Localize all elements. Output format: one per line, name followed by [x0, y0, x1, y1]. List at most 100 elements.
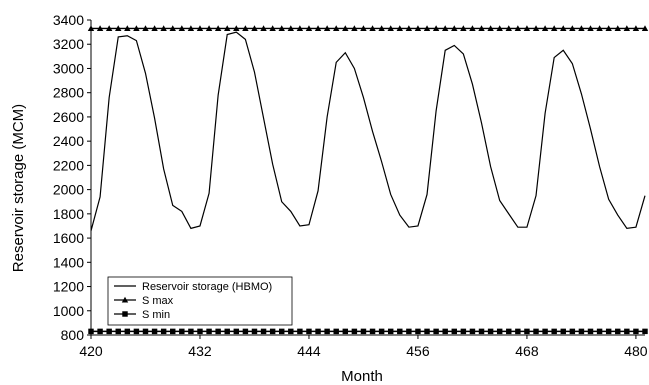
data-point	[387, 25, 394, 32]
data-point	[478, 328, 485, 335]
data-point	[560, 328, 566, 335]
data-point	[533, 328, 539, 335]
data-point	[550, 25, 558, 32]
data-point	[515, 328, 521, 335]
data-point	[269, 25, 276, 32]
legend-item: Reservoir storage (HBMO)	[114, 281, 272, 293]
data-point	[242, 328, 249, 335]
axes: 800 1000 1200 1400 1600 1800 2000 2200 2400 2600 2…	[53, 12, 648, 359]
data-point	[214, 25, 222, 32]
data-point	[233, 25, 240, 32]
data-point	[124, 25, 131, 32]
data-point	[633, 328, 639, 335]
data-point	[323, 25, 331, 32]
data-point	[451, 328, 457, 335]
data-point	[496, 25, 503, 32]
data-point	[387, 328, 394, 335]
data-point	[224, 25, 231, 32]
data-point	[432, 25, 440, 32]
data-point	[196, 25, 204, 32]
data-point	[342, 328, 349, 335]
series-storage	[90, 31, 646, 231]
data-point	[460, 328, 467, 335]
data-point	[324, 328, 330, 335]
data-point	[642, 328, 648, 335]
data-point	[287, 25, 295, 32]
data-point	[423, 25, 431, 32]
data-point	[160, 328, 167, 335]
data-point	[406, 328, 412, 335]
y-tick-label: 2600	[53, 109, 84, 125]
y-axis-label: Reservoir storage (MCM)	[10, 104, 27, 272]
data-point	[242, 25, 249, 32]
data-point	[542, 328, 548, 335]
data-point	[105, 25, 113, 32]
data-point	[215, 328, 221, 335]
data-point	[396, 25, 403, 32]
legend-label: Reservoir storage (HBMO)	[142, 281, 272, 293]
y-tick-label: 1400	[53, 254, 84, 270]
data-point	[142, 328, 149, 335]
data-point	[296, 25, 304, 32]
legend-label: S min	[142, 309, 170, 321]
data-point	[178, 25, 186, 32]
series-smax	[87, 25, 649, 32]
data-point	[397, 328, 403, 335]
data-point	[251, 25, 258, 32]
data-point	[641, 25, 649, 32]
legend-label: S max	[142, 295, 174, 307]
x-tick-label: 420	[79, 343, 103, 359]
y-tick-label: 2000	[53, 182, 84, 198]
y-tick-label: 1200	[53, 279, 84, 295]
data-point	[551, 328, 557, 335]
y-tick-label: 2200	[53, 157, 84, 173]
data-point	[624, 328, 630, 335]
data-point	[142, 25, 149, 32]
y-tick-label: 800	[61, 327, 85, 343]
data-point	[260, 328, 267, 335]
data-point	[632, 25, 640, 32]
data-point	[315, 328, 321, 335]
y-tick-label: 1800	[53, 206, 84, 222]
data-point	[160, 25, 167, 32]
data-point	[578, 25, 585, 32]
y-tick-label: 2400	[53, 133, 84, 149]
data-point	[460, 25, 467, 32]
data-point	[569, 25, 576, 32]
plot-area	[87, 25, 649, 335]
data-point	[124, 328, 131, 335]
data-point	[188, 328, 194, 335]
data-point	[615, 328, 621, 335]
y-tick-label: 2800	[53, 85, 84, 101]
data-point	[333, 328, 339, 335]
data-point	[623, 25, 631, 32]
data-point	[478, 25, 485, 32]
data-point	[205, 25, 213, 32]
data-point	[414, 25, 422, 32]
legend-item: S min	[114, 309, 170, 321]
data-point	[614, 25, 621, 32]
data-point	[506, 328, 512, 335]
data-point	[260, 25, 267, 32]
x-tick-label: 468	[515, 343, 539, 359]
data-point	[151, 25, 158, 32]
data-point	[596, 25, 603, 32]
data-point	[514, 25, 522, 32]
data-point	[279, 328, 285, 335]
y-tick-label: 1600	[53, 230, 84, 246]
data-point	[505, 25, 512, 32]
data-point	[487, 328, 494, 335]
data-point	[169, 25, 176, 32]
data-point	[233, 328, 240, 335]
data-point	[424, 328, 430, 335]
data-point	[179, 328, 185, 335]
x-tick-label: 432	[188, 343, 212, 359]
data-point	[351, 328, 358, 335]
data-point	[523, 25, 531, 32]
data-point	[151, 328, 158, 335]
data-point	[351, 25, 358, 32]
data-point	[333, 25, 340, 32]
data-point	[288, 328, 294, 335]
data-point	[133, 25, 140, 32]
